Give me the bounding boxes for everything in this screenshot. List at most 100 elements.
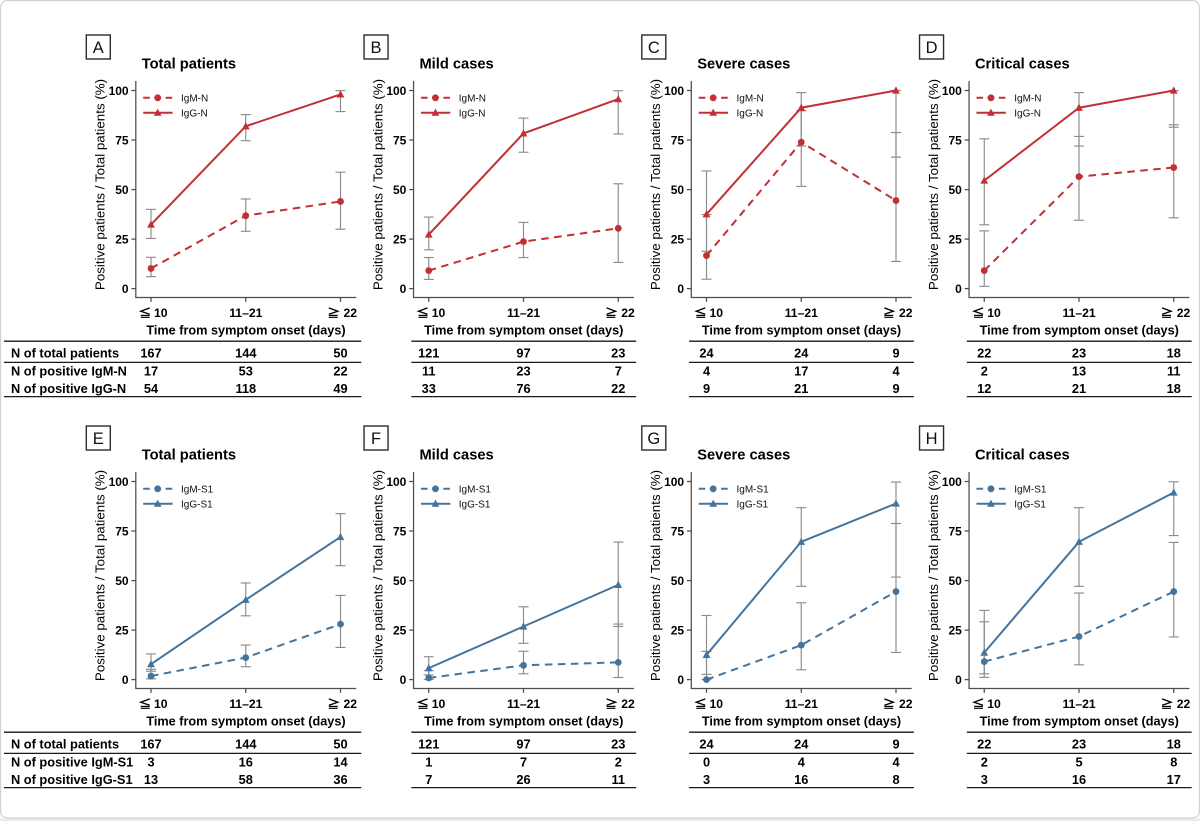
svg-text:50: 50 [393,574,407,588]
svg-text:Time from symptom onset (days): Time from symptom onset (days) [980,323,1179,337]
svg-text:50: 50 [948,183,962,197]
svg-text:Time from symptom onset (days): Time from symptom onset (days) [980,714,1179,728]
svg-text:14: 14 [333,755,348,770]
svg-text:Time from symptom onset (days): Time from symptom onset (days) [702,323,901,337]
svg-text:11–21: 11–21 [229,697,262,711]
svg-text:N of total patients: N of total patients [11,737,119,752]
svg-text:0: 0 [677,282,684,296]
svg-text:Severe cases: Severe cases [697,447,790,463]
svg-text:18: 18 [1167,737,1181,752]
svg-text:IgM-S1: IgM-S1 [459,484,492,495]
svg-text:53: 53 [239,364,253,379]
svg-text:22: 22 [621,697,635,711]
svg-text:4: 4 [892,755,900,770]
svg-text:25: 25 [393,232,407,246]
svg-text:97: 97 [516,346,530,361]
svg-text:50: 50 [671,183,685,197]
svg-text:12: 12 [977,381,991,396]
svg-text:Time from symptom onset (days): Time from symptom onset (days) [424,323,623,337]
svg-text:22: 22 [977,346,991,361]
svg-text:7: 7 [615,364,622,379]
svg-text:10: 10 [154,697,168,711]
svg-text:Severe cases: Severe cases [697,56,790,72]
svg-text:IgM-S1: IgM-S1 [737,484,770,495]
svg-text:22: 22 [899,697,913,711]
svg-text:4: 4 [892,364,900,379]
svg-text:H: H [926,430,938,448]
svg-text:17: 17 [1167,772,1181,787]
svg-text:F: F [371,430,381,448]
svg-text:10: 10 [710,697,724,711]
svg-text:13: 13 [1072,364,1086,379]
svg-text:25: 25 [948,623,962,637]
svg-text:B: B [371,39,382,57]
svg-text:25: 25 [393,623,407,637]
svg-text:0: 0 [677,673,684,687]
svg-text:Time from symptom onset (days): Time from symptom onset (days) [424,714,623,728]
svg-text:4: 4 [703,364,711,379]
svg-text:IgM-N: IgM-N [1014,93,1041,104]
svg-text:8: 8 [892,772,899,787]
svg-text:5: 5 [1075,755,1082,770]
svg-text:144: 144 [235,737,257,752]
svg-text:17: 17 [144,364,158,379]
svg-text:11–21: 11–21 [1062,306,1095,320]
svg-text:118: 118 [235,381,256,396]
svg-text:10: 10 [432,697,446,711]
svg-text:100: 100 [109,84,129,98]
svg-text:4: 4 [798,755,806,770]
svg-text:50: 50 [393,183,407,197]
svg-text:121: 121 [418,346,439,361]
svg-text:1: 1 [425,755,432,770]
svg-text:8: 8 [1170,755,1177,770]
svg-text:IgM-N: IgM-N [181,93,208,104]
svg-text:22: 22 [611,381,625,396]
svg-text:49: 49 [333,381,347,396]
svg-text:10: 10 [987,306,1001,320]
svg-text:36: 36 [333,772,347,787]
svg-text:0: 0 [955,282,962,296]
svg-text:IgG-S1: IgG-S1 [1014,499,1046,510]
svg-text:Positive patients / Total pati: Positive patients / Total patients (%) [648,79,663,290]
svg-text:76: 76 [516,381,530,396]
svg-text:16: 16 [239,755,253,770]
svg-text:10: 10 [154,306,168,320]
svg-text:33: 33 [422,381,436,396]
svg-text:11: 11 [422,364,436,379]
svg-text:Positive patients / Total pati: Positive patients / Total patients (%) [93,470,108,681]
svg-text:IgG-S1: IgG-S1 [737,499,769,510]
svg-text:IgG-N: IgG-N [1014,108,1041,119]
svg-text:IgG-N: IgG-N [459,108,486,119]
svg-text:Time from symptom onset (days): Time from symptom onset (days) [146,714,345,728]
svg-text:0: 0 [955,673,962,687]
svg-text:75: 75 [948,524,962,538]
svg-text:100: 100 [386,84,406,98]
svg-text:22: 22 [344,697,358,711]
svg-text:11: 11 [1167,364,1181,379]
svg-text:IgM-S1: IgM-S1 [181,484,214,495]
svg-text:Critical cases: Critical cases [975,447,1070,463]
svg-text:9: 9 [703,381,710,396]
svg-text:25: 25 [115,232,129,246]
svg-text:IgM-N: IgM-N [737,93,764,104]
svg-text:75: 75 [671,524,685,538]
svg-text:9: 9 [892,346,899,361]
svg-text:11–21: 11–21 [229,306,262,320]
svg-text:24: 24 [794,346,809,361]
svg-text:Positive patients / Total pati: Positive patients / Total patients (%) [926,470,941,681]
svg-text:100: 100 [386,475,406,489]
svg-text:3: 3 [981,772,988,787]
svg-text:Mild cases: Mild cases [419,447,493,463]
svg-text:100: 100 [942,475,962,489]
svg-text:121: 121 [418,737,439,752]
svg-text:24: 24 [794,737,809,752]
svg-text:50: 50 [115,574,129,588]
svg-text:Time from symptom onset (days): Time from symptom onset (days) [702,714,901,728]
svg-text:N of positive IgG-N: N of positive IgG-N [11,381,126,396]
svg-text:75: 75 [948,133,962,147]
svg-text:IgG-N: IgG-N [737,108,764,119]
svg-text:50: 50 [333,346,347,361]
svg-text:50: 50 [333,737,347,752]
svg-text:11–21: 11–21 [785,306,818,320]
svg-text:22: 22 [344,306,358,320]
